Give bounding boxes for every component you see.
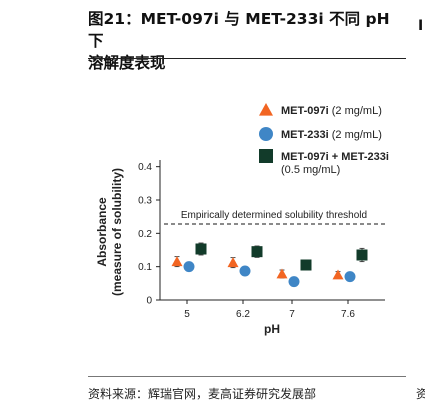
data-point (171, 256, 183, 267)
y-tick-label: 0.4 (138, 162, 152, 173)
threshold-label: Empirically determined solubility thresh… (181, 210, 367, 221)
legend-label: MET-097i + MET-233i (281, 151, 389, 163)
y-tick-label: 0.3 (138, 196, 152, 207)
y-tick-label: 0.1 (138, 262, 152, 273)
data-point (251, 246, 263, 258)
legend-series-name: MET-097i + MET-233i (281, 151, 389, 163)
legend-series-name: MET-097i (281, 105, 329, 117)
side-mark-bottom: 资 (416, 387, 425, 401)
x-tick-label: 5 (184, 309, 190, 320)
data-point (300, 259, 312, 271)
x-axis-label: pH (264, 322, 280, 336)
legend: MET-097i (2 mg/mL)MET-233i (2 mg/mL)MET-… (259, 103, 389, 176)
source-note: 资料来源：辉瑞官网，麦高证券研究发展部 (88, 387, 317, 401)
y-tick-label: 0 (146, 296, 152, 307)
title-rule (88, 58, 406, 59)
data-point (227, 257, 239, 268)
legend-marker (259, 127, 273, 141)
y-axis-label-line2: (measure of solubility) (110, 168, 124, 296)
x-tick-label: 7 (289, 309, 295, 320)
y-axis-label-line1: Absorbance (95, 197, 109, 267)
source-rule (88, 376, 406, 377)
legend-marker (259, 149, 273, 163)
legend-series-suffix: (2 mg/mL) (329, 105, 382, 117)
data-point (288, 276, 300, 288)
threshold: Empirically determined solubility thresh… (164, 210, 385, 225)
data-point (332, 269, 344, 280)
legend-label: MET-097i (2 mg/mL) (281, 105, 382, 117)
side-mark-top: I (418, 18, 424, 34)
legend-marker (259, 103, 273, 116)
data-point (183, 261, 195, 273)
data-point (239, 265, 251, 277)
x-tick-label: 6.2 (236, 309, 250, 320)
x-axis: 5 6.2 7 7.6 (160, 299, 385, 320)
data-point (195, 243, 207, 255)
figure-title-line1: 图21：MET-097i 与 MET-233i 不同 pH 下 (88, 10, 390, 50)
data-point (356, 249, 368, 261)
data-point (344, 271, 356, 283)
legend-series-suffix: (2 mg/mL) (329, 129, 382, 141)
x-tick-label: 7.6 (341, 309, 355, 320)
y-axis: 0 0.1 0.2 0.3 0.4 (138, 160, 161, 307)
y-tick-label: 0.2 (138, 229, 152, 240)
legend-label-line2: (0.5 mg/mL) (281, 164, 340, 176)
legend-label: MET-233i (2 mg/mL) (281, 129, 382, 141)
data-marks (171, 242, 368, 288)
data-point (276, 268, 288, 279)
legend-series-name: MET-233i (281, 129, 329, 141)
